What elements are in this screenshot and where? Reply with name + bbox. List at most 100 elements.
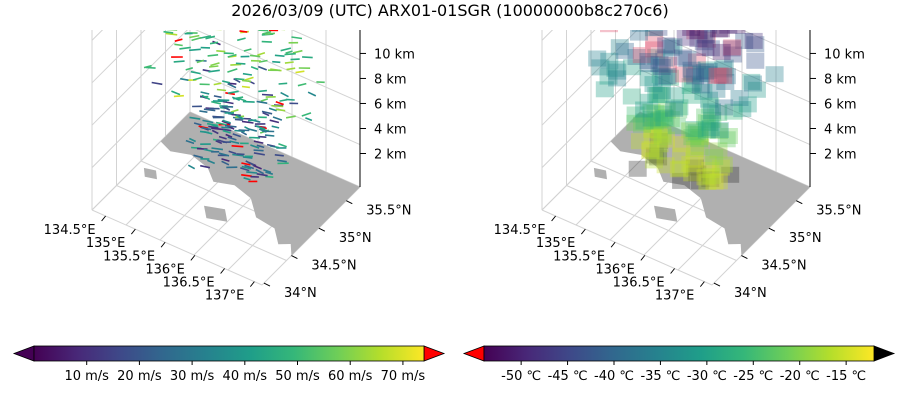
temperature-voxel bbox=[661, 69, 679, 86]
x-tick bbox=[190, 255, 196, 261]
temperature-voxels bbox=[588, 30, 784, 190]
temperature-voxel bbox=[681, 78, 700, 94]
wind-arrow bbox=[265, 171, 274, 175]
temperature-voxel bbox=[588, 50, 607, 67]
wind-arrow bbox=[200, 91, 210, 95]
temperature-voxel bbox=[683, 165, 702, 182]
y-tick-label: 34.5°N bbox=[761, 259, 806, 274]
wind-arrow bbox=[231, 145, 244, 148]
wind-arrow bbox=[275, 108, 286, 112]
temperature-voxel bbox=[676, 30, 695, 46]
wind-arrow bbox=[232, 96, 240, 101]
grid-line bbox=[741, 30, 811, 61]
temperature-colorbar-tick-label: -50 ℃ bbox=[501, 369, 541, 384]
wind-arrow bbox=[255, 125, 266, 130]
wind-arrow bbox=[258, 59, 268, 63]
temperature-voxel bbox=[689, 31, 708, 47]
wind-arrow bbox=[234, 118, 243, 121]
temperature-voxel bbox=[746, 36, 765, 53]
wind-arrow bbox=[268, 107, 277, 112]
temperature-voxel bbox=[712, 43, 731, 60]
z-tick-label: 4 km bbox=[824, 122, 857, 137]
x-tick-label: 136.5°E bbox=[613, 276, 665, 291]
temperature-voxel bbox=[657, 37, 676, 54]
temperature-colorbar-tick-label: -30 ℃ bbox=[687, 369, 727, 384]
z-tick-label: 2 km bbox=[824, 148, 857, 163]
wind-arrow bbox=[222, 100, 234, 105]
wind-arrow bbox=[256, 100, 268, 104]
temperature-voxel bbox=[639, 53, 658, 69]
temperature-voxel bbox=[681, 122, 700, 139]
wind-arrow bbox=[222, 129, 231, 134]
temperature-voxel bbox=[608, 63, 627, 80]
x-tick-label: 134.5°E bbox=[494, 223, 546, 238]
temperature-voxel bbox=[599, 68, 618, 85]
temperature-voxel bbox=[652, 59, 671, 75]
temperature-voxel bbox=[708, 67, 727, 84]
island bbox=[143, 167, 157, 180]
wind-arrow bbox=[201, 126, 212, 131]
wind-arrow bbox=[253, 152, 265, 156]
island bbox=[204, 205, 228, 222]
temperature-voxel bbox=[640, 93, 659, 110]
temperature-voxel bbox=[746, 52, 765, 69]
temperature-voxel bbox=[717, 131, 736, 148]
wind-arrow bbox=[230, 109, 239, 113]
temperature-voxel bbox=[655, 50, 674, 67]
temperature-colorbar-extend-left bbox=[462, 345, 485, 362]
wind-arrow bbox=[171, 90, 181, 96]
temperature-voxel bbox=[655, 109, 674, 126]
wind-colorbar: 10 m/s 20 m/s 30 m/s 40 m/s 50 m/s 60 m/s 70 m… bbox=[12, 345, 446, 384]
z-tick-label: 10 km bbox=[374, 47, 415, 62]
wind-arrow bbox=[196, 59, 205, 64]
x-tick-label: 137°E bbox=[655, 289, 695, 304]
wind-colorbar-extend-left bbox=[12, 345, 35, 362]
wind-arrow bbox=[285, 50, 293, 54]
temperature-voxel bbox=[698, 155, 717, 172]
temperature-voxel bbox=[606, 60, 625, 77]
wind-arrow bbox=[235, 77, 245, 81]
wind-arrow bbox=[188, 137, 197, 143]
wind-arrow bbox=[260, 98, 269, 102]
temperature-voxel bbox=[671, 160, 690, 177]
temperature-voxel bbox=[641, 141, 660, 158]
y-tick-label: 35.5°N bbox=[366, 204, 411, 219]
wind-arrow bbox=[285, 98, 295, 101]
temperature-voxel bbox=[701, 40, 720, 57]
temperature-voxel bbox=[696, 169, 715, 186]
grid-line bbox=[645, 30, 811, 103]
temperature-voxel bbox=[687, 124, 706, 141]
wind-arrow bbox=[202, 119, 214, 124]
z-tick-label: 8 km bbox=[374, 72, 407, 87]
wind-arrow bbox=[284, 61, 294, 64]
temperature-voxel bbox=[710, 122, 729, 139]
temperature-voxel bbox=[661, 39, 680, 56]
temperature-voxel bbox=[632, 47, 651, 64]
wind-colorbar-tick-label: 40 m/s bbox=[223, 369, 268, 384]
wind-arrow bbox=[174, 43, 183, 47]
temperature-voxel bbox=[716, 74, 735, 90]
wind-arrow bbox=[249, 54, 261, 58]
temperature-voxel bbox=[685, 151, 704, 168]
x-tick-label: 135°E bbox=[536, 236, 576, 251]
temperature-voxel bbox=[642, 110, 661, 127]
temperature-voxel bbox=[703, 111, 722, 128]
wind-arrow bbox=[291, 36, 303, 40]
temperature-voxel bbox=[703, 103, 721, 120]
temperature-voxel bbox=[699, 122, 718, 138]
wind-arrow bbox=[236, 37, 246, 42]
wind-arrow bbox=[307, 91, 317, 97]
wind-arrow bbox=[280, 47, 292, 52]
wind-arrow bbox=[173, 94, 184, 98]
temperature-voxel bbox=[697, 61, 716, 78]
temperature-voxel bbox=[730, 90, 749, 106]
temperature-voxel bbox=[701, 120, 720, 137]
temperature-voxel bbox=[665, 100, 684, 117]
temperature-voxel bbox=[647, 86, 666, 103]
wind-arrow bbox=[222, 106, 231, 111]
temperature-colorbar-tick-label: -20 ℃ bbox=[780, 369, 820, 384]
temperature-voxel bbox=[655, 110, 674, 127]
wind-arrow bbox=[201, 94, 211, 101]
temperature-voxel bbox=[650, 56, 669, 73]
temperature-voxel bbox=[651, 111, 670, 128]
